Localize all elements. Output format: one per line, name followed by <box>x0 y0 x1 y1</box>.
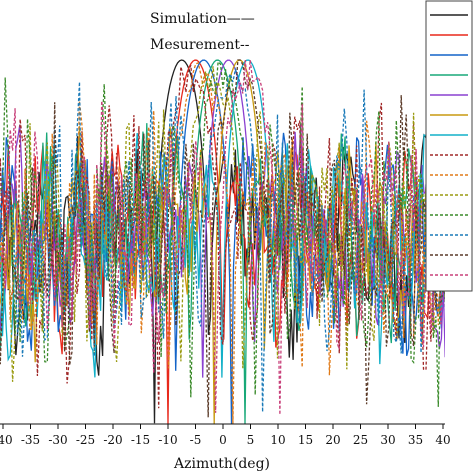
x-tick-label: 20 <box>325 433 340 447</box>
x-tick-label: -5 <box>190 433 202 447</box>
x-tick-label: 25 <box>353 433 368 447</box>
x-tick-label: -15 <box>131 433 150 447</box>
series-line-9 <box>0 62 445 424</box>
x-tick-label: -20 <box>103 433 122 447</box>
x-tick-label: -25 <box>76 433 95 447</box>
x-tick-label: 5 <box>247 433 255 447</box>
series-line-7 <box>0 59 445 378</box>
x-tick-label: 0 <box>219 433 227 447</box>
annotation-measurement: Mesurement-- <box>150 37 250 53</box>
x-tick-label: -10 <box>158 433 177 447</box>
series-line-11 <box>0 60 445 407</box>
series-layer <box>0 59 445 424</box>
x-tick-label: 10 <box>270 433 285 447</box>
legend-box <box>425 0 473 292</box>
annotation-simulation: Simulation—— <box>150 11 255 27</box>
x-tick-label: -35 <box>21 433 40 447</box>
x-tick-label: 40 <box>435 433 450 447</box>
x-tick-label: -30 <box>48 433 67 447</box>
x-axis-title: Azimuth(deg) <box>173 456 270 472</box>
series-line-10 <box>0 66 445 382</box>
series-line-12 <box>0 67 445 413</box>
legend <box>425 0 473 292</box>
series-line-13 <box>0 59 445 418</box>
x-tick-label: -40 <box>0 433 13 447</box>
series-line-14 <box>0 59 445 415</box>
x-tick-label: 30 <box>380 433 395 447</box>
x-tick-label: 35 <box>408 433 423 447</box>
x-tick-label: 15 <box>298 433 313 447</box>
x-tick-layer: -40 -35 -30 -25 -20 -15 -10 -5 0 5 10 15 20 25 30 35 40 <box>0 424 451 447</box>
